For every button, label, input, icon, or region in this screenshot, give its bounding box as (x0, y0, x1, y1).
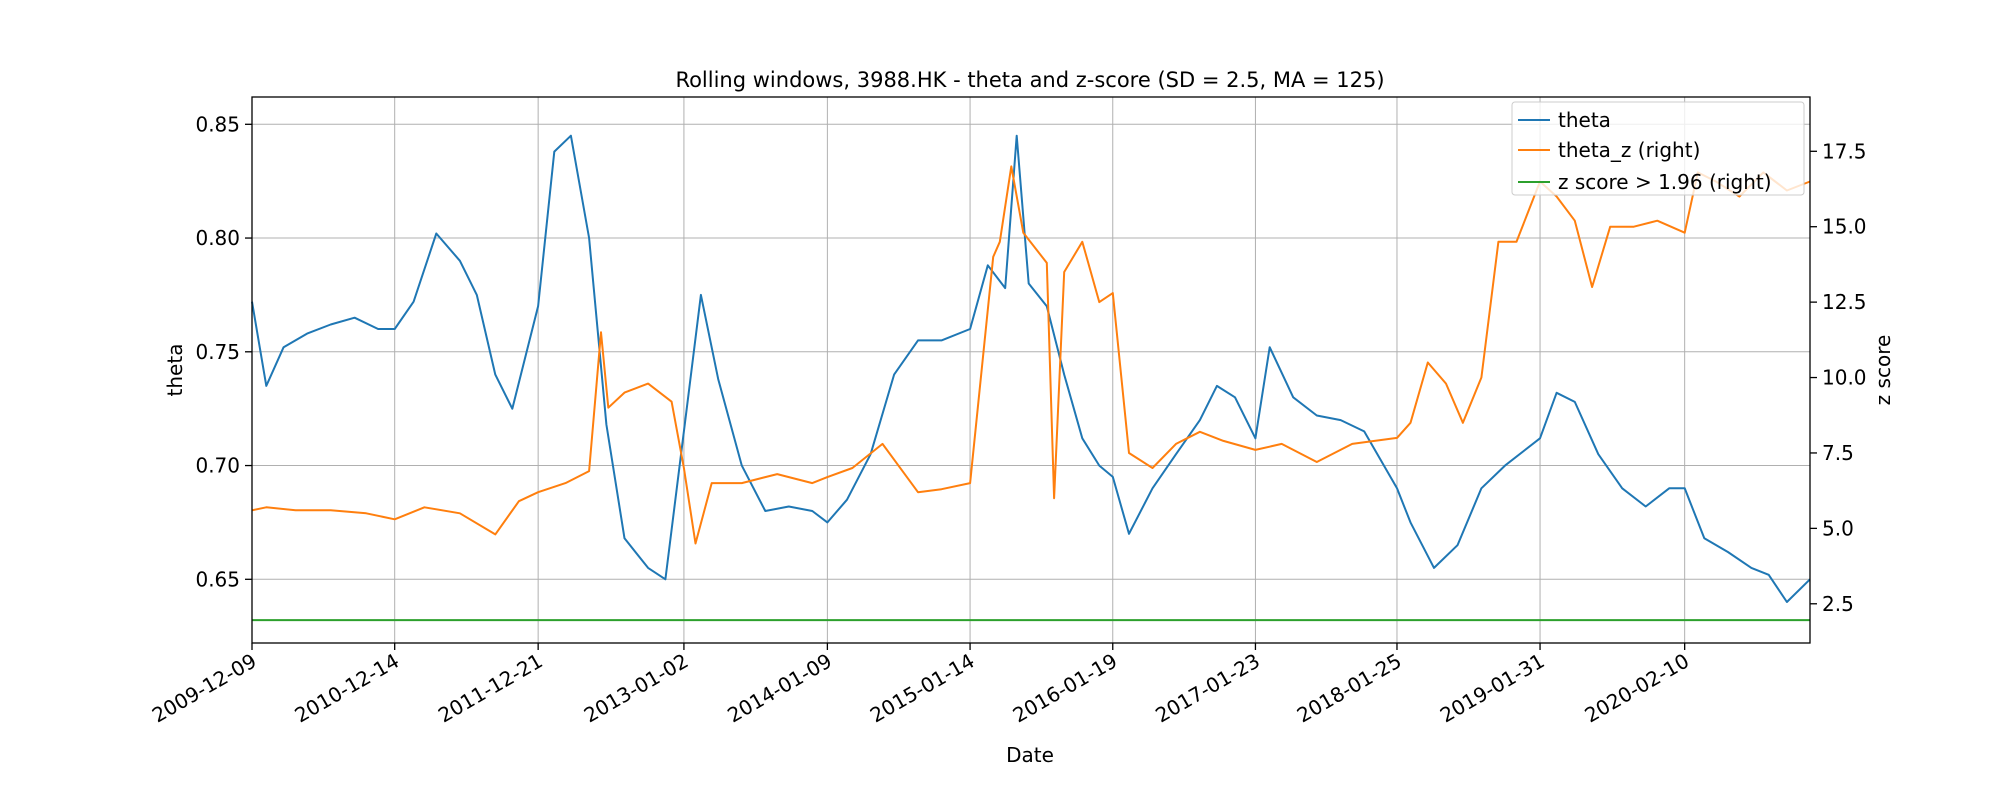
x-axis-label: Date (1006, 743, 1054, 767)
legend-label-theta: theta (1558, 108, 1611, 132)
y-left-tick-label: 0.65 (195, 567, 240, 591)
y-axis-right: 2.5 5.0 7.5 10.0 12.5 15.0 17.5 (1810, 139, 1867, 616)
y-right-tick-label: 15.0 (1822, 215, 1867, 239)
series-theta-z-line (251, 165, 1811, 545)
y-left-tick-label: 0.85 (195, 112, 240, 136)
y-right-tick-label: 17.5 (1822, 139, 1867, 163)
legend-label-theta-z: theta_z (right) (1558, 138, 1700, 162)
legend-label-threshold: z score > 1.96 (right) (1558, 170, 1772, 194)
legend: theta theta_z (right) z score > 1.96 (ri… (1511, 101, 1805, 196)
legend-box (1511, 101, 1805, 196)
series-layer (251, 134, 1811, 622)
y-axis-left-label: theta (163, 344, 187, 397)
y-right-tick-label: 12.5 (1822, 290, 1867, 314)
plot-frame (251, 96, 1811, 644)
y-right-tick-label: 5.0 (1822, 516, 1854, 540)
y-right-tick-label: 10.0 (1822, 366, 1867, 390)
chart-title: Rolling windows, 3988.HK - theta and z-s… (675, 68, 1384, 92)
y-axis-left: 0.65 0.70 0.75 0.80 0.85 (195, 112, 252, 591)
y-axis-right-label: z score (1871, 335, 1895, 406)
y-right-tick-label: 7.5 (1822, 441, 1854, 465)
y-left-tick-label: 0.80 (195, 226, 240, 250)
y-left-tick-label: 0.75 (195, 340, 240, 364)
series-theta-line (251, 134, 1811, 603)
grid (251, 97, 1810, 643)
y-right-tick-label: 2.5 (1822, 592, 1854, 616)
y-left-tick-label: 0.70 (195, 454, 240, 478)
